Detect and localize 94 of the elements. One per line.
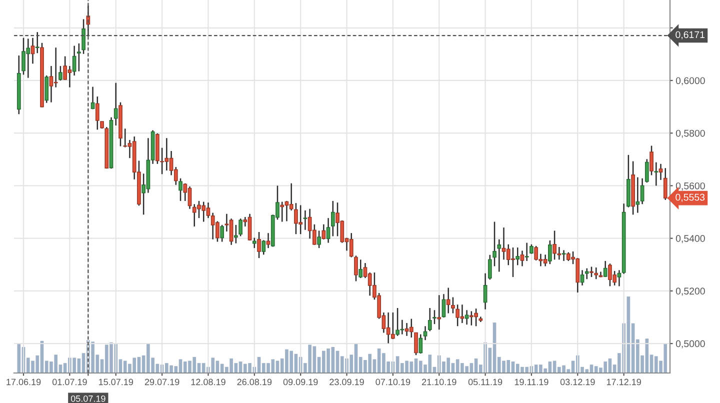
x-tick-label: 01.07.19 bbox=[52, 378, 87, 386]
candlestick bbox=[562, 250, 566, 262]
candlestick bbox=[492, 221, 496, 267]
candlestick bbox=[58, 65, 62, 82]
x-tick-label: 19.11.19 bbox=[514, 378, 548, 386]
candlestick bbox=[238, 218, 242, 237]
candlestick bbox=[594, 266, 598, 280]
candlestick bbox=[354, 255, 358, 282]
candlestick bbox=[534, 245, 538, 262]
candlestick bbox=[543, 254, 548, 267]
candlestick bbox=[432, 310, 436, 325]
candlestick bbox=[497, 238, 502, 272]
candlestick bbox=[330, 200, 335, 237]
text: 0,5553 bbox=[676, 194, 705, 202]
y-tick-label: 0,5400 bbox=[676, 235, 705, 244]
y-tick-label: 0,5800 bbox=[676, 130, 705, 138]
candlestick bbox=[483, 272, 488, 310]
candlestick bbox=[229, 218, 234, 246]
x-tick-label: 29.07.19 bbox=[144, 378, 180, 386]
x-tick-label: 05.11.19 bbox=[468, 378, 502, 386]
candlestick bbox=[220, 224, 224, 242]
candlestick bbox=[414, 332, 418, 356]
candlestick bbox=[636, 176, 640, 214]
candlestick bbox=[442, 293, 446, 318]
candlestick bbox=[423, 326, 428, 341]
candlestick bbox=[358, 259, 363, 279]
candlestick bbox=[76, 42, 81, 72]
candlestick bbox=[409, 318, 414, 338]
candlestick bbox=[82, 18, 86, 55]
candlestick bbox=[617, 270, 622, 287]
candlestick bbox=[30, 37, 35, 64]
y-tick-label: 0,5000 bbox=[676, 340, 705, 348]
candlestick bbox=[516, 246, 520, 266]
candlestick bbox=[326, 217, 330, 244]
x-tick-label: 07.10.19 bbox=[376, 378, 410, 386]
x-tick-label: 05.07.19 bbox=[70, 395, 106, 402]
candlestick bbox=[456, 304, 460, 327]
candlestick bbox=[280, 201, 284, 222]
candlestick bbox=[322, 224, 326, 240]
candlestick bbox=[123, 128, 128, 148]
candlestick bbox=[234, 224, 238, 244]
candlestick bbox=[552, 230, 556, 260]
candlestick bbox=[557, 246, 562, 260]
x-tick-label: 15.07.19 bbox=[98, 378, 134, 386]
candlestick bbox=[658, 163, 663, 181]
bar bbox=[17, 343, 21, 373]
candlestick bbox=[451, 296, 455, 314]
candlestick bbox=[35, 31, 40, 54]
x-tick-label: 17.12.19 bbox=[606, 378, 641, 386]
candlestick bbox=[446, 287, 450, 314]
candlestick bbox=[266, 232, 270, 249]
candlestick bbox=[262, 240, 266, 256]
x-tick-label: 21.10.19 bbox=[422, 378, 456, 386]
x-tick-label: 12.08.19 bbox=[191, 378, 226, 386]
candlestick bbox=[63, 56, 68, 80]
candlestick bbox=[488, 254, 492, 280]
x-tick-label: 03.12.19 bbox=[560, 378, 595, 386]
candlestick bbox=[650, 145, 654, 176]
candlestick bbox=[418, 334, 423, 354]
y-tick-label: 0,5600 bbox=[676, 182, 705, 190]
candlestick bbox=[548, 240, 552, 265]
candlestick bbox=[580, 270, 584, 286]
candlestick bbox=[464, 310, 469, 326]
candlestick bbox=[590, 266, 594, 278]
candlestick bbox=[437, 294, 442, 330]
x-tick-label: 26.08.19 bbox=[237, 378, 272, 386]
candlestick bbox=[524, 242, 529, 262]
candlestick bbox=[183, 182, 188, 202]
candlestick bbox=[257, 231, 261, 259]
ref-line-label: 0,6171 bbox=[676, 31, 705, 40]
x-tick-label: 17.06.19 bbox=[6, 378, 41, 386]
candlestick bbox=[584, 268, 589, 280]
candlestick bbox=[90, 86, 95, 110]
candlestick bbox=[349, 232, 354, 258]
candlestick bbox=[44, 74, 49, 104]
candlestick bbox=[95, 96, 100, 130]
candlestick bbox=[252, 237, 256, 249]
candlestick bbox=[520, 250, 524, 267]
candlestick bbox=[644, 158, 649, 184]
x-tick-label: 23.09.19 bbox=[330, 378, 364, 386]
candlestick bbox=[390, 312, 395, 340]
candlestick bbox=[178, 178, 182, 202]
candlestick bbox=[603, 260, 608, 278]
candlestick bbox=[317, 230, 321, 249]
y-tick-label: 0,5200 bbox=[676, 288, 705, 296]
candlestick bbox=[114, 82, 118, 126]
candlestick bbox=[640, 178, 644, 205]
candlestick bbox=[303, 210, 308, 231]
x-tick-label: 09.09.19 bbox=[283, 378, 318, 386]
candlestick bbox=[428, 307, 432, 332]
candlestick bbox=[654, 162, 658, 186]
candlestick bbox=[530, 244, 534, 254]
y-tick-label: 0,6000 bbox=[676, 77, 705, 86]
candlestick bbox=[54, 46, 58, 88]
